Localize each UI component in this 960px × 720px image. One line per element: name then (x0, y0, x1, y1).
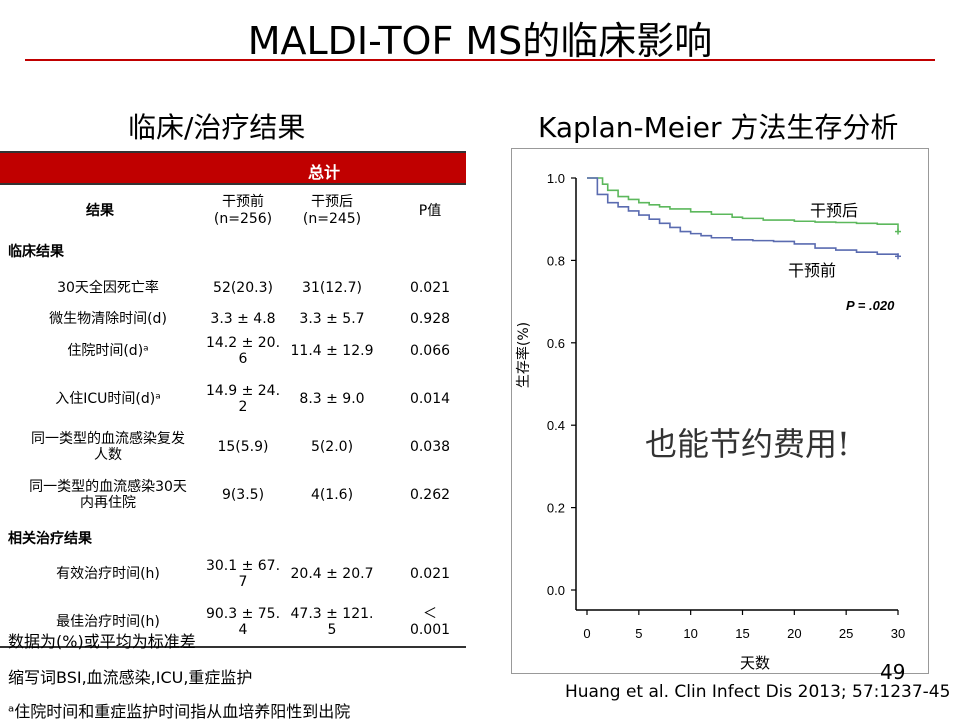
row-label: 最佳治疗时间(h) (0, 614, 216, 630)
row-label: 住院时间(d)ᵃ (0, 343, 216, 359)
cell-before-line: 14.9 ± 24. (205, 383, 281, 399)
cell-p: 0.066 (390, 343, 470, 359)
row-label-line: 最佳治疗时间(h) (56, 614, 160, 630)
row-label-line: 人数 (94, 447, 122, 463)
right-subtitle: Kaplan-Meier 方法生存分析 (538, 111, 899, 144)
row-label-line: 同一类型的血流感染复发 (31, 431, 185, 447)
cell-before-line: 90.3 ± 75. (205, 606, 281, 622)
slide-title: MALDI-TOF MS的临床影响 (247, 19, 713, 63)
cell-before: 30.1 ± 67. 7 (200, 558, 286, 590)
cell-p-line: ＜ (423, 606, 437, 622)
citation: Huang et al. Clin Infect Dis 2013; 57:12… (565, 682, 951, 702)
cell-before: 9(3.5) (200, 487, 286, 503)
cell-p-line: 0.262 (409, 487, 451, 503)
row-label: 同一类型的血流感染30天 内再住院 (0, 479, 216, 511)
cell-p-line: 0.001 (409, 622, 451, 638)
cell-after: 3.3 ± 5.7 (288, 311, 376, 327)
footnote-1: 数据为(%)或平均为标准差 (8, 632, 196, 651)
cell-after: 11.4 ± 12.9 (288, 343, 376, 359)
cell-after-line: 5 (327, 622, 337, 638)
row-label: 微生物清除时间(d) (0, 311, 216, 327)
cell-before-line: 7 (238, 574, 248, 590)
cell-p-line: 0.014 (409, 391, 451, 407)
cell-p: 0.928 (390, 311, 470, 327)
cell-after: 31(12.7) (288, 280, 376, 296)
cell-after-line: 3.3 ± 5.7 (299, 311, 365, 327)
page-number: 49 (880, 660, 906, 684)
row-label-line: 微生物清除时间(d) (49, 311, 167, 327)
col-header-before: 干预前 (222, 194, 264, 210)
cell-p: ＜ 0.001 (390, 606, 470, 638)
cell-p-line: 0.021 (409, 566, 451, 582)
row-label: 有效治疗时间(h) (0, 566, 216, 582)
cell-before-line: 2 (238, 399, 248, 415)
cell-p-line: 0.066 (409, 343, 451, 359)
cell-after: 20.4 ± 20.7 (288, 566, 376, 582)
chart-frame (511, 148, 929, 674)
cell-after: 5(2.0) (288, 439, 376, 455)
col-header-after-n: (n=245) (302, 211, 362, 227)
cell-before-line: 14.2 ± 20. (205, 335, 281, 351)
cell-before: 14.2 ± 20. 6 (200, 335, 286, 367)
row-label: 入住ICU时间(d)ᵃ (0, 391, 216, 407)
col-header-before-n: (n=256) (213, 211, 273, 227)
cell-before: 15(5.9) (200, 439, 286, 455)
cell-before: 52(20.3) (200, 280, 286, 296)
col-header-outcome: 结果 (86, 203, 114, 219)
cell-p-line: 0.928 (409, 311, 451, 327)
footnote-3: ᵃ住院时间和重症监护时间指从血培养阳性到出院 (8, 702, 351, 720)
cell-before-line: 6 (238, 351, 248, 367)
cell-before: 14.9 ± 24. 2 (200, 383, 286, 415)
cell-before-line: 3.3 ± 4.8 (210, 311, 276, 327)
row-label: 30天全因死亡率 (0, 280, 216, 296)
cell-before-line: 4 (238, 622, 248, 638)
cell-after: 4(1.6) (288, 487, 376, 503)
left-subtitle: 临床/治疗结果 (128, 111, 306, 144)
row-label-line: 30天全因死亡率 (57, 280, 159, 296)
cell-before-line: 30.1 ± 67. (205, 558, 281, 574)
cell-after-line: 47.3 ± 121. (290, 606, 374, 622)
title-divider (25, 59, 935, 61)
cell-p-line: 0.021 (409, 280, 451, 296)
cell-after-line: 31(12.7) (302, 280, 362, 296)
cell-p: 0.038 (390, 439, 470, 455)
row-label-line: 入住ICU时间(d)ᵃ (55, 391, 161, 407)
row-label: 同一类型的血流感染复发 人数 (0, 431, 216, 463)
section-title: 临床结果 (8, 244, 64, 260)
section-title: 相关治疗结果 (8, 531, 92, 547)
cell-after-line: 4(1.6) (310, 487, 354, 503)
cell-after-line: 5(2.0) (310, 439, 354, 455)
col-header-p: P值 (418, 203, 442, 219)
cell-p-line: 0.038 (409, 439, 451, 455)
cell-p: 0.262 (390, 487, 470, 503)
cell-after-line: 11.4 ± 12.9 (290, 343, 374, 359)
cell-p: 0.021 (390, 280, 470, 296)
col-header-after: 干预后 (311, 194, 353, 210)
cell-before-line: 9(3.5) (221, 487, 265, 503)
cell-before-line: 52(20.3) (213, 280, 273, 296)
table-group-header: 总计 (0, 151, 466, 185)
cell-after: 8.3 ± 9.0 (288, 391, 376, 407)
cell-before: 3.3 ± 4.8 (200, 311, 286, 327)
cell-before: 90.3 ± 75. 4 (200, 606, 286, 638)
cell-after-line: 8.3 ± 9.0 (299, 391, 365, 407)
table-bottom-rule (0, 646, 466, 648)
cell-p: 0.014 (390, 391, 470, 407)
row-label-line: 住院时间(d)ᵃ (67, 343, 149, 359)
row-label-line: 有效治疗时间(h) (56, 566, 160, 582)
cell-p: 0.021 (390, 566, 470, 582)
cell-after: 47.3 ± 121. 5 (288, 606, 376, 638)
cell-after-line: 20.4 ± 20.7 (290, 566, 374, 582)
row-label-line: 内再住院 (80, 495, 136, 511)
group-header-label: 总计 (308, 163, 341, 182)
cell-before-line: 15(5.9) (217, 439, 269, 455)
footnote-2: 缩写词BSI,血流感染,ICU,重症监护 (8, 668, 253, 687)
row-label-line: 同一类型的血流感染30天 (29, 479, 187, 495)
